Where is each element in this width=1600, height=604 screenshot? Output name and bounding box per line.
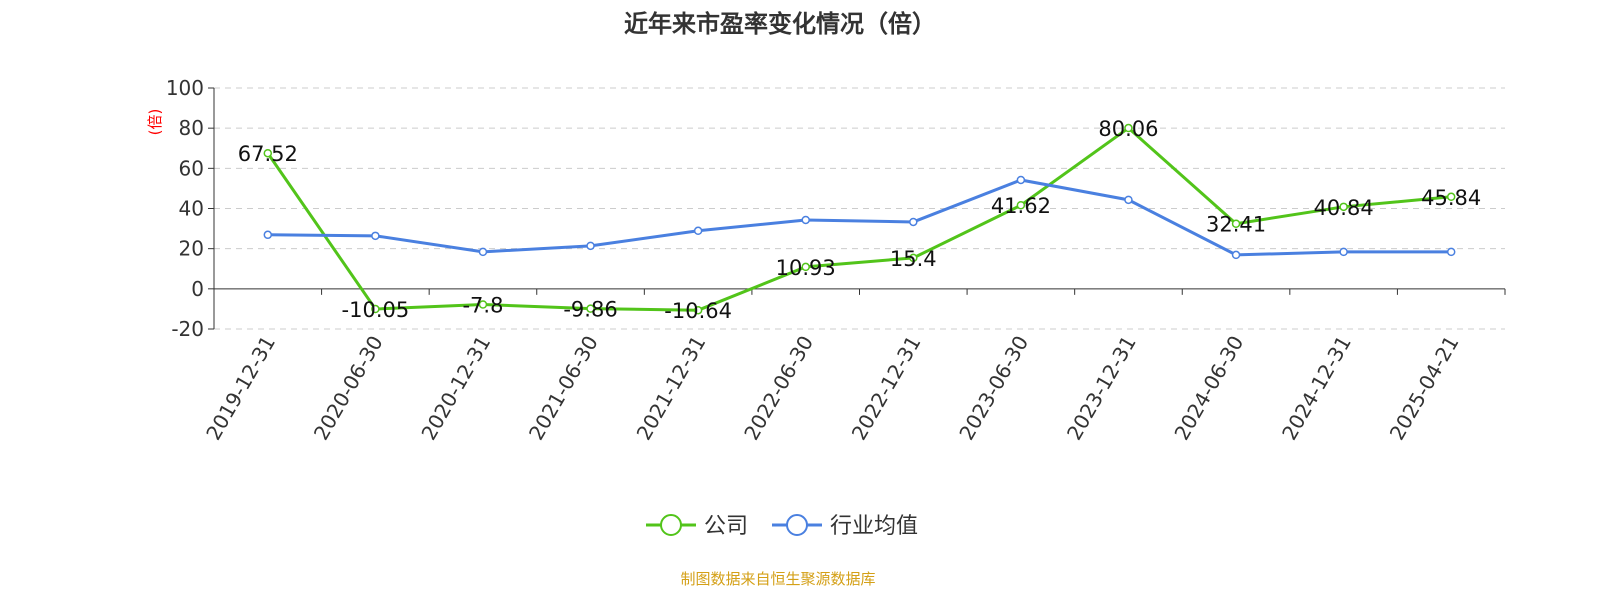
data-point[interactable] <box>1124 123 1133 133</box>
y-tick-label: 20 <box>179 237 204 261</box>
data-point[interactable] <box>1446 247 1456 257</box>
y-axis-label: (倍) <box>146 109 164 136</box>
data-point[interactable] <box>909 217 918 227</box>
x-tick-label: 2023-06-30 <box>954 332 1033 445</box>
y-tick-label: 100 <box>166 76 204 100</box>
data-label: 40.84 <box>1314 196 1374 220</box>
data-label: -9.86 <box>563 298 617 322</box>
data-label: 45.84 <box>1421 186 1481 210</box>
y-tick-label: 0 <box>191 277 204 301</box>
data-point[interactable] <box>1016 175 1026 185</box>
data-point[interactable] <box>1446 192 1456 202</box>
data-point[interactable] <box>693 226 703 236</box>
data-label: 32.41 <box>1206 213 1266 237</box>
x-tick-label: 2023-12-31 <box>1062 332 1141 445</box>
x-tick-label: 2020-12-31 <box>416 332 495 445</box>
x-tick-label: 2019-12-31 <box>201 332 280 445</box>
data-label: 41.62 <box>991 194 1051 218</box>
source-note: 制图数据来自恒生聚源数据库 <box>680 570 875 588</box>
x-tick-label: 2021-06-30 <box>524 332 603 445</box>
y-tick-label: 40 <box>179 197 204 221</box>
y-tick-label: 60 <box>179 156 204 180</box>
data-point[interactable] <box>801 262 810 272</box>
y-tick-label: 80 <box>179 116 204 140</box>
data-point[interactable] <box>1231 219 1241 228</box>
legend-label: 行业均值 <box>830 514 918 539</box>
data-label: 80.06 <box>1098 117 1158 141</box>
data-point[interactable] <box>909 253 918 263</box>
chart-title: 近年来市盈率变化情况（倍） <box>624 10 936 38</box>
x-tick-label: 2020-06-30 <box>309 332 388 445</box>
data-label: -10.64 <box>664 299 732 323</box>
data-point[interactable] <box>586 241 595 251</box>
data-label: -10.05 <box>342 298 410 322</box>
data-point[interactable] <box>1231 250 1241 260</box>
data-point[interactable] <box>1124 195 1133 205</box>
x-tick-label: 2024-06-30 <box>1169 332 1248 445</box>
data-point[interactable] <box>693 305 703 315</box>
y-tick-label: -20 <box>171 317 204 341</box>
data-label: 15.4 <box>890 247 937 271</box>
data-point[interactable] <box>1016 200 1026 210</box>
data-point[interactable] <box>263 230 273 240</box>
x-tick-label: 2022-06-30 <box>739 332 818 445</box>
legend-circle-icon <box>660 514 682 536</box>
data-point[interactable] <box>586 304 595 313</box>
data-label: 10.93 <box>776 256 836 280</box>
data-point[interactable] <box>1339 202 1348 212</box>
x-tick-label: 2022-12-31 <box>847 332 926 445</box>
x-tick-label: 2024-12-31 <box>1277 332 1356 445</box>
x-tick-label: 2025-04-21 <box>1385 332 1464 445</box>
x-tick-label: 2021-12-31 <box>632 332 711 445</box>
data-point[interactable] <box>1339 247 1348 257</box>
legend-item-1[interactable]: 行业均值 <box>772 514 918 539</box>
series-line-1 <box>267 178 1452 257</box>
data-label: -7.8 <box>462 293 503 317</box>
data-point[interactable] <box>478 300 488 309</box>
data-point[interactable] <box>371 231 380 241</box>
legend-item-0[interactable]: 公司 <box>646 514 748 539</box>
data-label: 67.52 <box>238 142 298 166</box>
legend-label: 公司 <box>704 514 748 539</box>
data-point[interactable] <box>263 148 273 158</box>
data-point[interactable] <box>371 304 380 314</box>
legend-circle-icon <box>786 514 808 536</box>
series-line-0 <box>266 126 1452 312</box>
data-point[interactable] <box>478 247 488 257</box>
data-point[interactable] <box>801 215 810 225</box>
